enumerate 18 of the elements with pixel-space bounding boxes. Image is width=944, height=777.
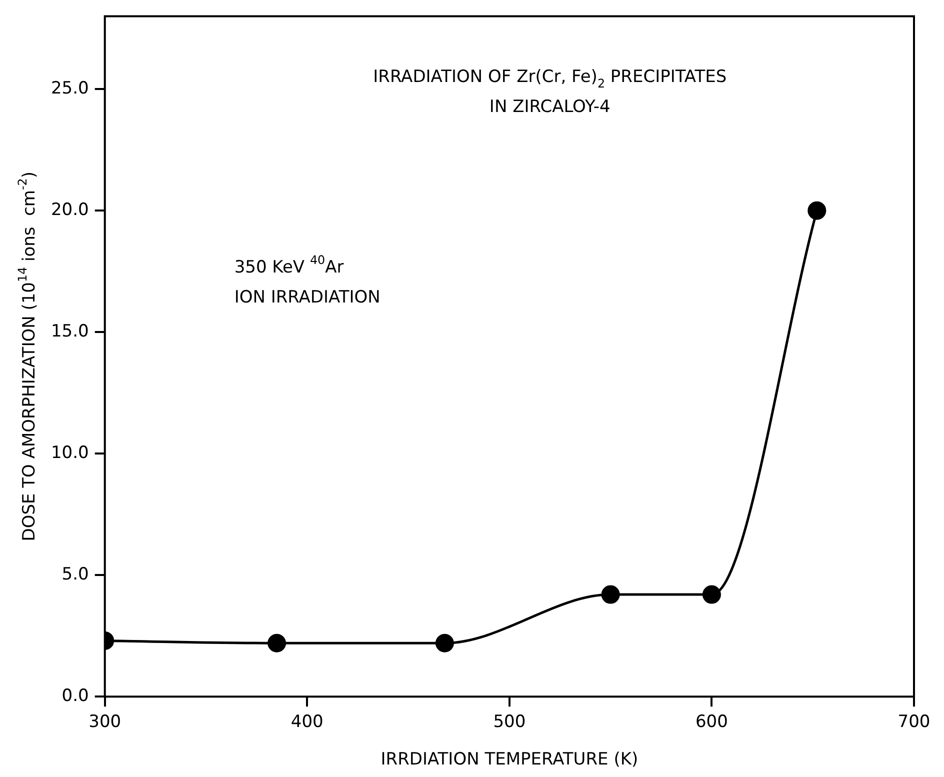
x-axis-title: IRRDIATION TEMPERATURE (K) bbox=[380, 749, 638, 770]
point bbox=[435, 634, 454, 652]
x-tick-label: 600 bbox=[695, 712, 728, 732]
point bbox=[601, 585, 620, 604]
x-tick-label: 300 bbox=[88, 712, 122, 732]
y-tick-label: 15.0 bbox=[50, 322, 89, 342]
y-tick-label: 25.0 bbox=[50, 78, 89, 99]
y-tick-label: 5.0 bbox=[62, 564, 89, 585]
y-tick-label: 10.0 bbox=[50, 443, 89, 464]
y-tick-label: 20.0 bbox=[50, 200, 89, 220]
point bbox=[808, 201, 826, 220]
y-tick-label: 0.0 bbox=[62, 686, 89, 706]
point bbox=[702, 585, 721, 604]
x-tick-label: 700 bbox=[898, 712, 930, 732]
x-tick-label: 400 bbox=[290, 712, 324, 732]
y-axis-title: DOSE TO AMORPHIZATION (1014 ions cm-2) bbox=[15, 172, 40, 542]
point bbox=[268, 634, 286, 652]
x-tick-label: 500 bbox=[493, 712, 526, 732]
